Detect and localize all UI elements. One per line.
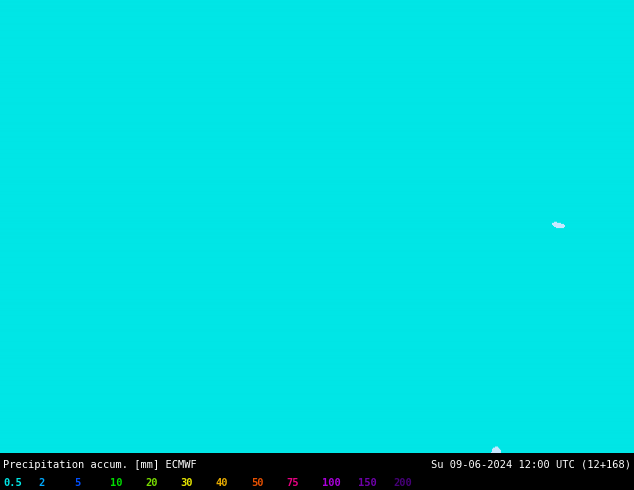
Text: 20: 20 <box>145 478 157 488</box>
Text: 100: 100 <box>322 478 341 488</box>
Text: 10: 10 <box>110 478 122 488</box>
Text: 0.5: 0.5 <box>3 478 22 488</box>
Text: 150: 150 <box>358 478 377 488</box>
Text: 40: 40 <box>216 478 228 488</box>
Text: Su 09-06-2024 12:00 UTC (12+168): Su 09-06-2024 12:00 UTC (12+168) <box>431 460 631 470</box>
Text: Precipitation accum. [mm] ECMWF: Precipitation accum. [mm] ECMWF <box>3 460 197 470</box>
Text: 200: 200 <box>393 478 412 488</box>
Text: 30: 30 <box>181 478 193 488</box>
Text: 2: 2 <box>39 478 45 488</box>
Text: 50: 50 <box>251 478 264 488</box>
Text: 5: 5 <box>74 478 81 488</box>
Text: 75: 75 <box>287 478 299 488</box>
